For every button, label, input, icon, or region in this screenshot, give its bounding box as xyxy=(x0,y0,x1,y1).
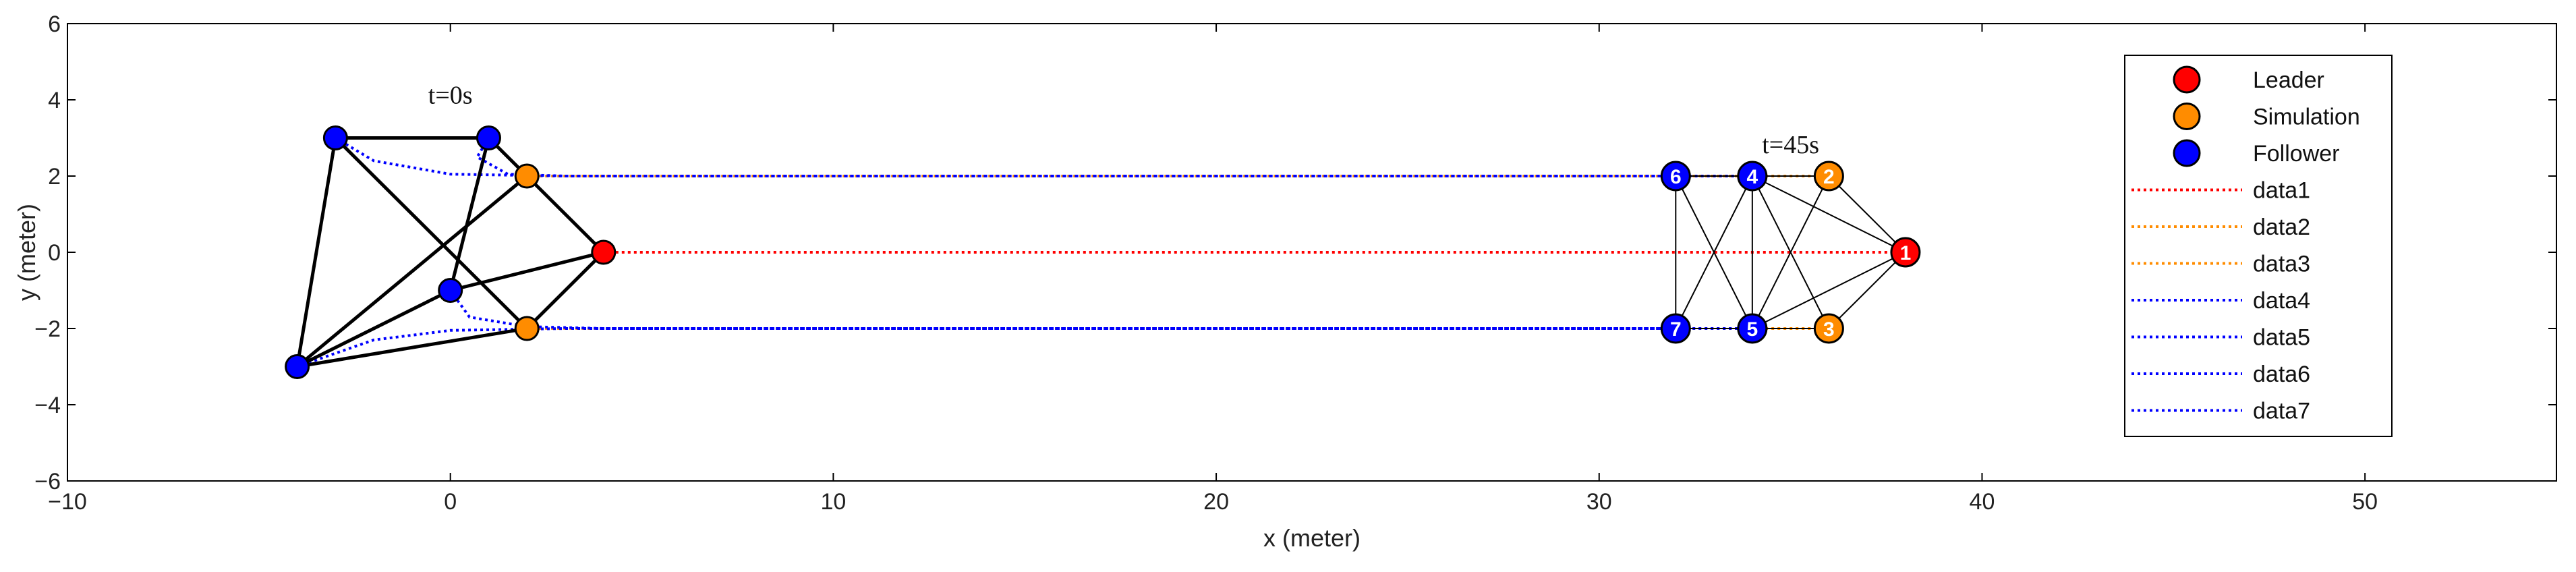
initial-edge xyxy=(525,175,605,254)
node-number-label: 3 xyxy=(1823,318,1835,341)
initial-follower-node xyxy=(438,278,463,303)
final-follower-node xyxy=(1737,313,1768,344)
x-tick-label: 20 xyxy=(1203,489,1229,515)
initial-edge xyxy=(334,136,528,330)
legend-label: data6 xyxy=(2253,362,2310,387)
node-number-label: 4 xyxy=(1747,166,1758,188)
initial-simulation-node xyxy=(514,316,540,341)
final-edge xyxy=(1751,175,1830,329)
legend-label: data4 xyxy=(2253,288,2310,314)
y-tick-label: −2 xyxy=(34,316,61,342)
final-edge xyxy=(1752,175,1906,253)
initial-edge xyxy=(450,250,604,292)
final-edge xyxy=(1828,175,1906,253)
agent-nodes: 1 2 3 4 5 6 7 xyxy=(285,125,1921,379)
axis-ticks: −10 0 10 20 30 40 50 −6 −4 −2 0 2 4 6 xyxy=(34,11,2556,515)
x-tick-label: 50 xyxy=(2352,489,2378,515)
node-number-label: 2 xyxy=(1823,166,1835,188)
node-number-label: 6 xyxy=(1670,166,1682,188)
final-edge xyxy=(1752,252,1906,329)
node-number-label: 1 xyxy=(1900,242,1912,264)
y-axis-label: y (meter) xyxy=(13,204,40,301)
legend-label: Leader xyxy=(2253,67,2324,93)
final-leader-node xyxy=(1890,237,1921,268)
initial-follower-node xyxy=(322,125,348,150)
legend-label: Follower xyxy=(2253,141,2339,167)
legend-label: data7 xyxy=(2253,399,2310,424)
legend-label: data3 xyxy=(2253,252,2310,277)
initial-follower-node xyxy=(476,125,501,150)
x-tick-label: 10 xyxy=(820,489,846,515)
initial-simulation-node xyxy=(514,163,540,189)
node-number-label: 5 xyxy=(1747,318,1758,341)
legend-label: data1 xyxy=(2253,178,2310,204)
x-tick-label: 30 xyxy=(1586,489,1612,515)
legend-label: data2 xyxy=(2253,214,2310,240)
y-tick-label: −6 xyxy=(34,469,61,494)
trajectory-data7 xyxy=(296,327,1676,368)
legend-marker xyxy=(2173,103,2201,130)
y-tick-label: −4 xyxy=(34,393,61,418)
x-tick-label: 40 xyxy=(1970,489,1995,515)
legend: Leader Simulation Follower data1 data2 data3 d… xyxy=(2124,55,2393,437)
initial-leader-node xyxy=(591,239,617,265)
y-tick-label: 2 xyxy=(48,164,61,190)
y-tick-label: 0 xyxy=(48,240,61,266)
trajectory-data6 xyxy=(335,136,1676,177)
initial-follower-node xyxy=(285,354,310,379)
initial-edge xyxy=(449,137,490,291)
x-axis-label: x (meter) xyxy=(1263,524,1361,552)
final-edge xyxy=(1675,175,1753,329)
final-follower-node xyxy=(1660,313,1691,344)
final-follower-node xyxy=(1660,161,1691,192)
formation-edges xyxy=(295,136,1906,368)
legend-label: Simulation xyxy=(2253,105,2360,130)
y-tick-label: 6 xyxy=(48,11,61,37)
time-annotations: t=0s t=45s xyxy=(428,82,1819,159)
initial-edge xyxy=(296,175,528,368)
time-annotation: t=45s xyxy=(1762,131,1819,159)
initial-edge xyxy=(295,138,337,367)
initial-edge xyxy=(296,289,451,368)
final-simulation-node xyxy=(1813,313,1844,344)
final-edge xyxy=(1828,252,1906,329)
y-tick-label: 4 xyxy=(48,88,61,113)
node-number-label: 7 xyxy=(1670,318,1682,341)
legend-marker xyxy=(2173,65,2201,94)
final-follower-node xyxy=(1737,161,1768,192)
initial-edge xyxy=(297,326,527,368)
time-annotation: t=0s xyxy=(428,82,473,110)
legend-label: data5 xyxy=(2253,325,2310,351)
legend-marker xyxy=(2173,139,2201,167)
initial-edge xyxy=(525,251,605,330)
x-tick-label: −10 xyxy=(48,489,87,515)
final-simulation-node xyxy=(1813,161,1844,192)
trajectories xyxy=(296,136,1906,368)
x-tick-label: 0 xyxy=(444,489,457,515)
